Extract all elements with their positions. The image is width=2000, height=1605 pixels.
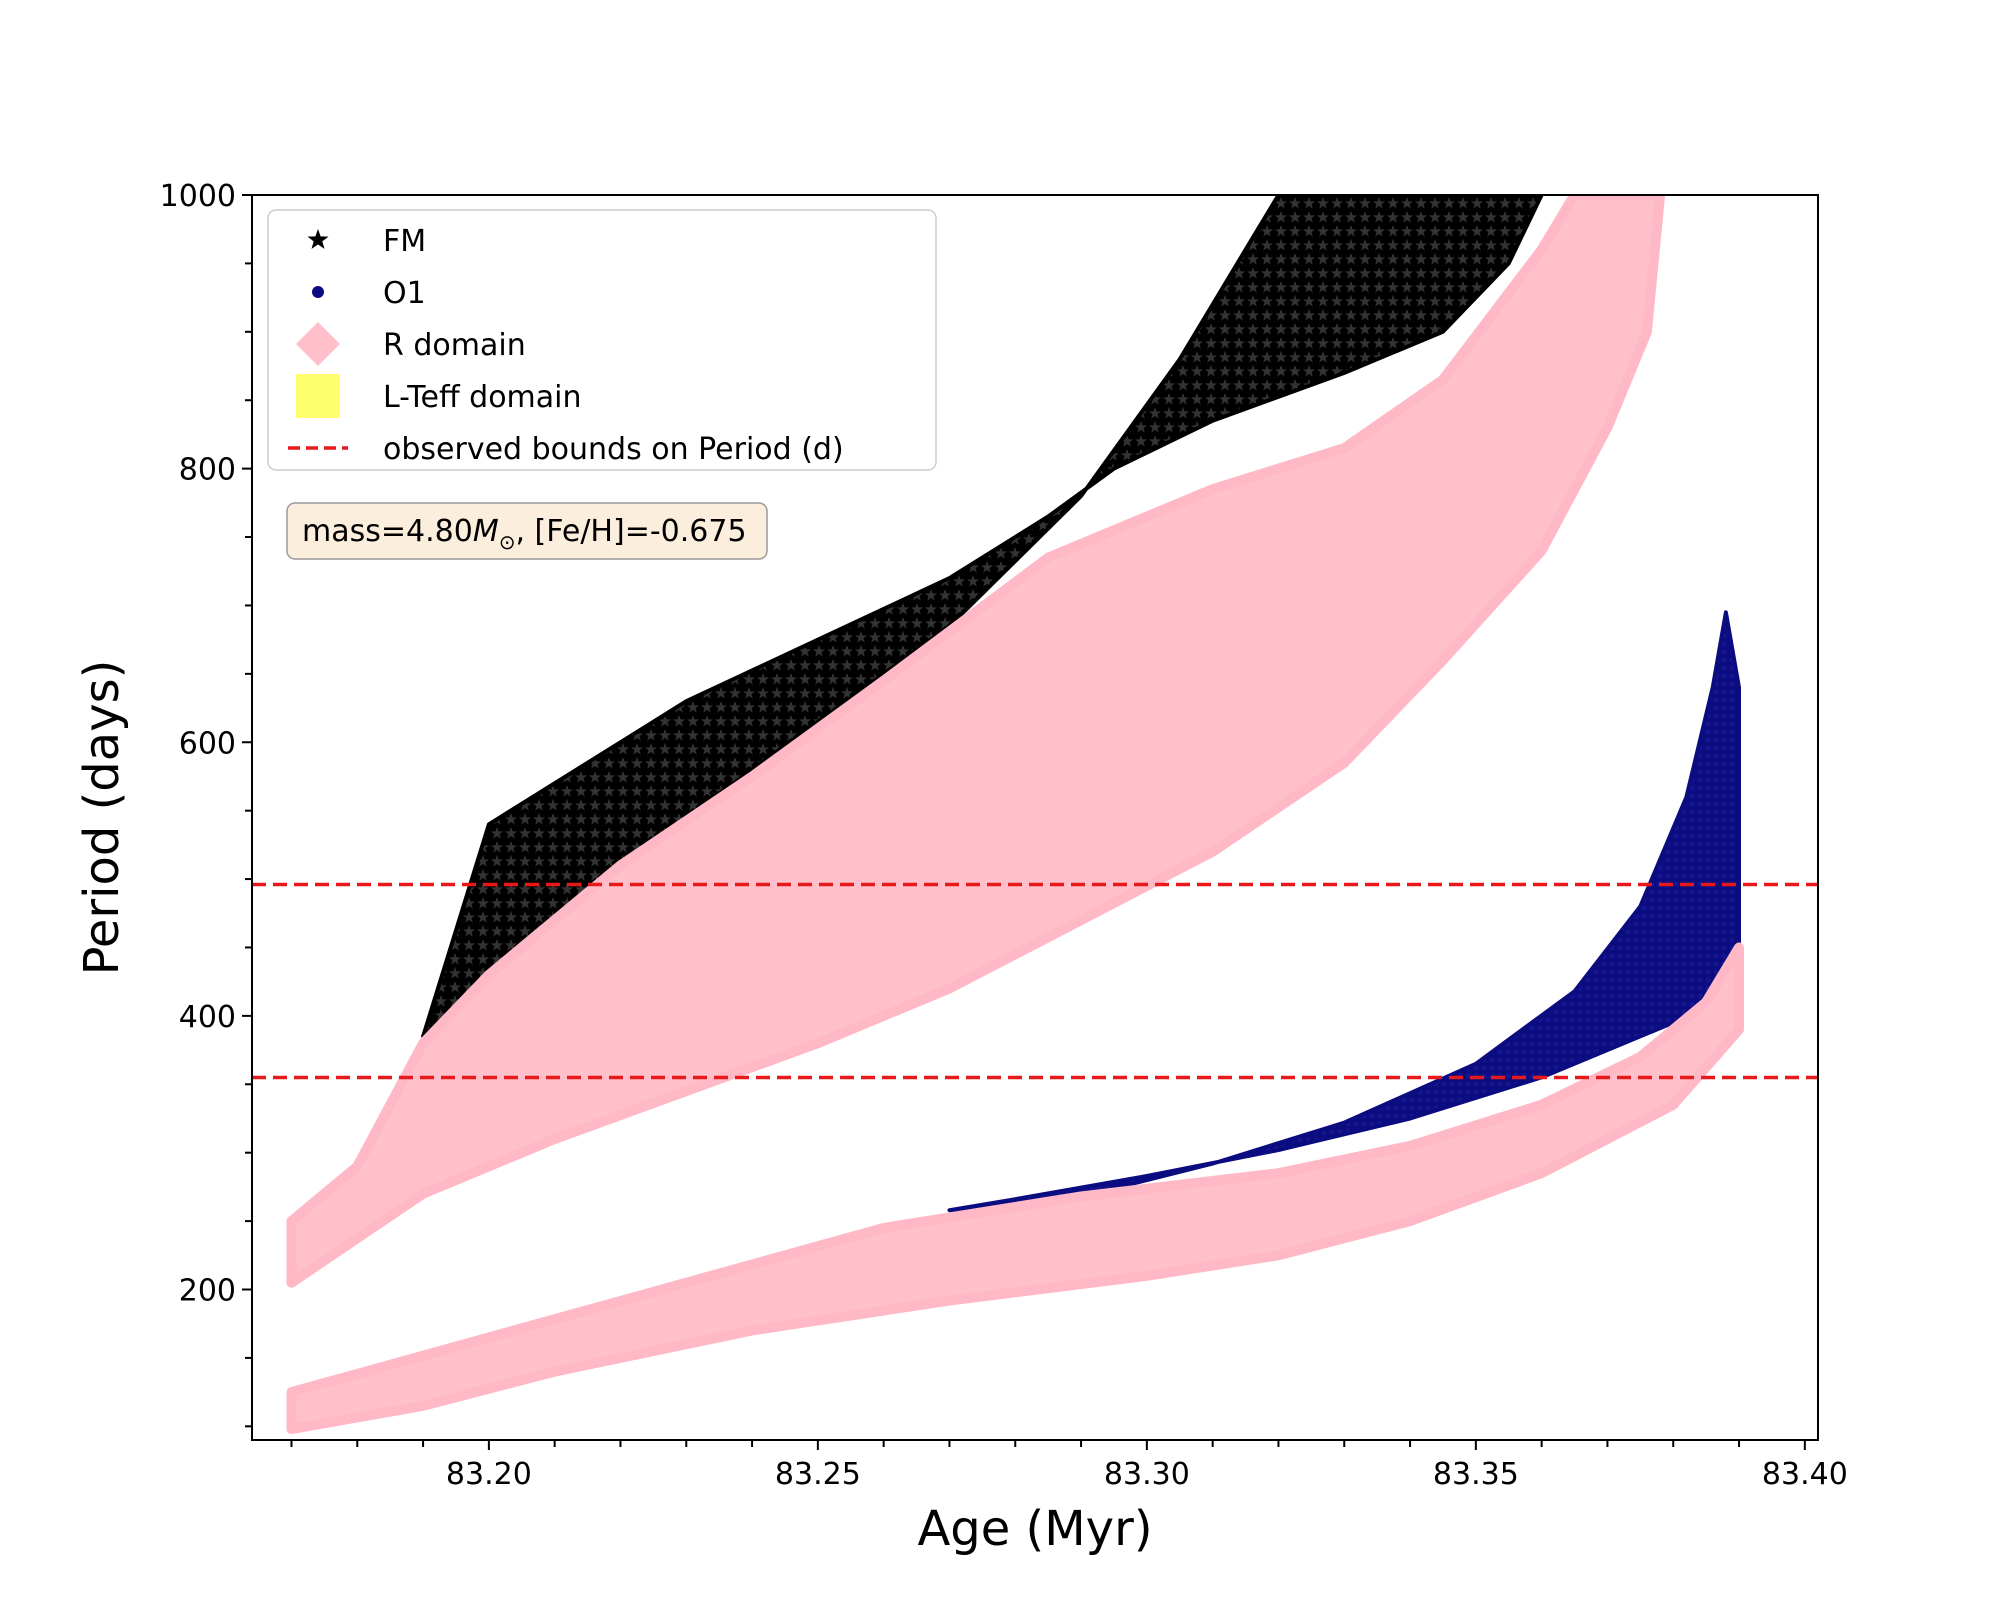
annotation-suffix: , [Fe/H]=-0.675 (515, 514, 746, 549)
y-tick-label: 600 (179, 726, 236, 761)
series-region-r-domain-1 (286, 195, 1666, 1288)
annotation-prefix: mass=4.80 (302, 514, 473, 549)
plot-border (251, 194, 1819, 1441)
legend-label-l-teff-domain: L-Teff domain (383, 380, 582, 415)
legend-label-observed-bounds-on-period-d: observed bounds on Period (d) (383, 432, 844, 467)
axes: 83.20 83.25 83.30 83.35 83.40 200 400 600 800 100… (160, 179, 1848, 1492)
legend-label-r-domain: R domain (383, 328, 526, 363)
x-tick-label: 83.35 (1433, 1457, 1519, 1492)
legend-marker-o1 (312, 286, 324, 298)
x-tick-label: 83.25 (775, 1457, 861, 1492)
x-axis-title: Age (Myr) (917, 1501, 1152, 1557)
annotation-text: mass=4.80M⊙, [Fe/H]=-0.675 (302, 514, 747, 554)
y-axis-title: Period (days) (74, 660, 130, 976)
x-tick-label: 83.30 (1104, 1457, 1190, 1492)
legend-label-o1: O1 (383, 276, 426, 311)
x-tick-label: 83.40 (1762, 1457, 1848, 1492)
y-tick-label: 800 (179, 453, 236, 488)
annotation-symbol: M (473, 514, 499, 549)
legend-label-fm: FM (383, 224, 426, 259)
series-region-r-domain-2 (286, 942, 1744, 1435)
data-layer (286, 195, 1744, 1435)
series-region-o1-1 (947, 610, 1741, 1213)
legend-box (267, 209, 937, 471)
series-region-fm-1 (421, 195, 1544, 1039)
reference-lines (252, 882, 1818, 1080)
annotation-background (286, 502, 768, 560)
legend-marker-fm (307, 229, 329, 249)
y-tick-label: 1000 (160, 179, 236, 214)
y-tick-label: 400 (179, 1000, 236, 1035)
legend-marker-r-domain (296, 322, 340, 366)
annotation-box: mass=4.80M⊙, [Fe/H]=-0.675 (286, 502, 768, 560)
legend-marker-l-teff-domain (296, 374, 340, 418)
legend: FM O1 R domain L-Teff domain observed bounds… (267, 209, 937, 471)
y-tick-label: 200 (179, 1274, 236, 1309)
x-tick-label: 83.20 (446, 1457, 532, 1492)
annotation-subscript: ⊙ (499, 530, 516, 554)
